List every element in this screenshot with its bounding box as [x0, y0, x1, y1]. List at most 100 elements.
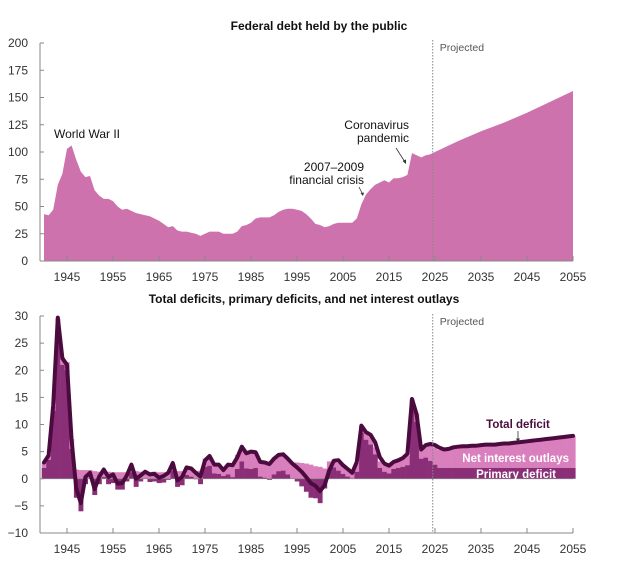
net-interest-bar	[188, 469, 194, 477]
primary-deficit-bar	[129, 472, 134, 479]
net-interest-bar	[262, 461, 268, 478]
primary-deficit-bar	[294, 478, 300, 482]
deficit-chart-title: Total deficits, primary deficits, and ne…	[149, 292, 460, 306]
deficit-x-tick-label: 2015	[376, 542, 403, 556]
primary-deficit-bar	[262, 477, 268, 479]
primary-deficit-bar	[60, 364, 65, 479]
debt-x-tick-label: 1985	[238, 270, 265, 284]
primary-deficit-bar	[533, 467, 539, 479]
annotation-coronavirus-line1: Coronavirus	[344, 118, 409, 132]
primary-deficit-bar	[510, 467, 516, 479]
net-interest-bar	[543, 439, 548, 468]
primary-deficit-bar	[363, 439, 369, 479]
primary-deficit-bar	[372, 454, 378, 479]
primary-deficit-bar	[101, 477, 107, 479]
primary-deficit-bar	[147, 478, 153, 482]
net-interest-bar	[566, 436, 571, 468]
net-interest-bar	[234, 454, 240, 469]
debt-x-tick-label: 2055	[560, 270, 587, 284]
debt-chart: Federal debt held by the public 0 25 50 75 1…	[8, 19, 587, 284]
net-interest-bar	[368, 436, 374, 445]
net-interest-bar	[340, 465, 346, 474]
primary-deficit-bar	[451, 467, 456, 479]
legend-primary-deficit: Primary deficit	[476, 469, 556, 481]
deficit-y-tick-label: 5	[21, 445, 28, 459]
debt-area	[44, 91, 573, 261]
primary-deficit-bar	[308, 478, 314, 498]
primary-deficit-bar	[64, 370, 70, 479]
primary-deficit-bar	[382, 471, 387, 479]
deficit-y-tick-label: 20	[15, 363, 29, 377]
primary-deficit-bar	[202, 466, 208, 479]
primary-deficit-bar	[253, 467, 259, 479]
primary-deficit-bar	[276, 471, 282, 479]
primary-deficit-bar	[303, 478, 309, 492]
net-interest-bar	[290, 463, 295, 479]
net-interest-bar	[474, 445, 479, 468]
deficit-x-tick-label: 1975	[192, 542, 219, 556]
net-interest-bar	[276, 454, 282, 472]
net-interest-bar	[244, 453, 249, 469]
primary-deficit-bar	[55, 324, 61, 479]
primary-deficit-bar	[497, 467, 502, 479]
deficit-y-tick-label: −10	[8, 526, 29, 540]
net-interest-bar	[345, 467, 351, 477]
primary-deficit-bar	[239, 461, 245, 479]
deficit-x-tick-label: 2035	[468, 542, 495, 556]
net-interest-bar	[395, 460, 401, 468]
net-interest-bar	[441, 448, 447, 468]
net-interest-bar	[400, 458, 406, 467]
net-interest-bar	[303, 463, 309, 479]
primary-deficit-bar	[69, 448, 75, 479]
net-interest-bar	[308, 464, 314, 479]
net-interest-bar	[469, 445, 475, 468]
primary-deficit-bar	[170, 470, 176, 479]
deficit-x-tick-label: 1945	[54, 542, 81, 556]
net-interest-bar	[506, 442, 512, 468]
primary-deficit-bar	[474, 467, 479, 479]
net-interest-bar	[41, 463, 47, 468]
primary-deficit-bar	[432, 464, 438, 479]
net-interest-bar	[257, 461, 263, 477]
net-interest-bar	[382, 465, 387, 472]
net-interest-bar	[271, 457, 277, 475]
primary-deficit-bar	[478, 467, 484, 479]
primary-deficit-bar	[161, 478, 167, 483]
deficit-y-tick-label: 15	[15, 390, 29, 404]
net-interest-bar	[423, 444, 429, 458]
net-interest-bar	[487, 444, 493, 468]
arrow-total-deficit-icon	[516, 431, 520, 442]
debt-x-tick-label: 2015	[376, 270, 403, 284]
debt-y-tick-label: 50	[15, 200, 29, 214]
annotation-financial-crisis-line1: 2007–2009	[304, 160, 364, 174]
primary-deficit-bar	[455, 467, 461, 479]
primary-deficit-bar	[377, 467, 383, 479]
primary-deficit-bar	[211, 473, 217, 479]
net-interest-bar	[142, 472, 148, 479]
primary-deficit-bar	[570, 467, 576, 479]
legend-total-deficit: Total deficit	[486, 419, 550, 431]
primary-deficit-bar	[234, 468, 240, 479]
net-interest-bar	[322, 468, 328, 479]
primary-deficit-bar	[492, 467, 498, 479]
net-interest-bar	[561, 436, 567, 468]
debt-x-tick-label: 2005	[330, 270, 357, 284]
primary-deficit-bar	[552, 467, 558, 479]
primary-deficit-bar	[336, 470, 341, 479]
primary-deficit-bar	[165, 478, 171, 480]
primary-deficit-bar	[506, 467, 512, 479]
net-interest-bar	[216, 465, 222, 474]
total-deficit-line	[42, 315, 575, 506]
primary-deficit-bar	[50, 410, 56, 479]
debt-y-tick-label: 200	[8, 36, 28, 50]
primary-deficit-bar	[331, 467, 337, 479]
net-interest-bar	[510, 442, 516, 468]
primary-deficit-bar	[216, 473, 222, 479]
primary-deficit-bar	[561, 467, 567, 479]
net-interest-bar	[313, 466, 318, 479]
primary-deficit-bar	[179, 478, 185, 486]
debt-y-tick-label: 0	[21, 254, 28, 268]
net-interest-bar	[451, 447, 456, 468]
primary-deficit-bar	[395, 467, 401, 479]
net-interest-bar	[446, 447, 452, 468]
